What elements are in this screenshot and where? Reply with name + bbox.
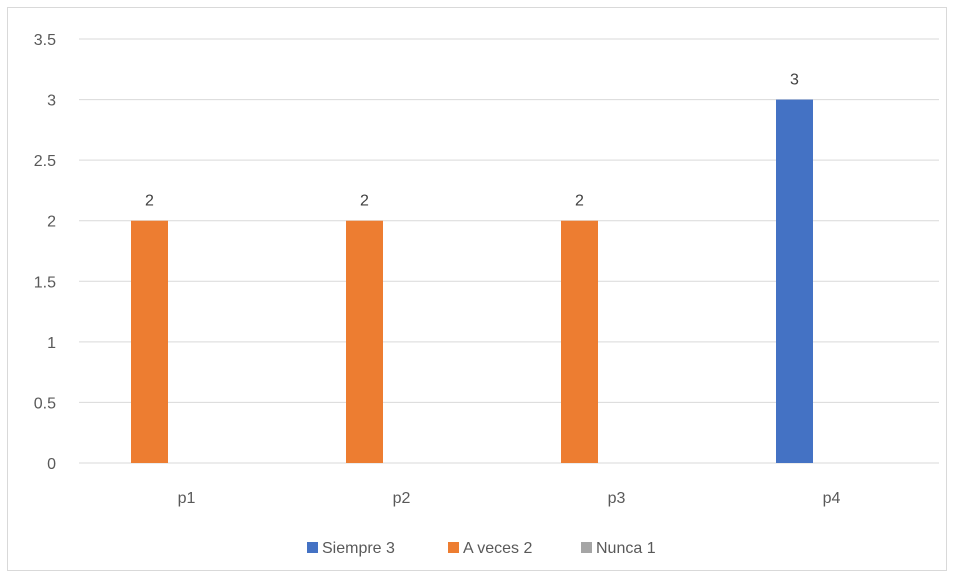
legend-swatch: [307, 542, 318, 553]
y-tick-label: 1.5: [34, 274, 56, 291]
x-tick-label: p3: [608, 490, 626, 507]
legend-swatch: [448, 542, 459, 553]
legend-swatch: [581, 542, 592, 553]
bar-p1-a-veces-2: [131, 220, 168, 463]
legend-label: Siempre 3: [322, 540, 395, 557]
y-tick-label: 0: [47, 456, 56, 473]
bar-p4-siempre-3: [776, 99, 813, 464]
y-tick-label: 0.5: [34, 395, 56, 412]
x-axis-tick-labels: p1 p2 p3 p4: [178, 490, 841, 507]
y-tick-label: 3: [47, 93, 56, 110]
y-tick-label: 2.5: [34, 153, 56, 170]
legend-label: A veces 2: [463, 540, 532, 557]
y-tick-label: 2: [47, 214, 56, 231]
y-tick-label: 3.5: [34, 32, 56, 49]
data-label: 2: [360, 193, 369, 210]
bar-p3-a-veces-2: [561, 220, 598, 463]
legend: Siempre 3 A veces 2 Nunca 1: [307, 540, 656, 557]
x-tick-label: p1: [178, 490, 196, 507]
data-label: 2: [575, 193, 584, 210]
legend-label: Nunca 1: [596, 540, 656, 557]
data-labels: 2 2 2 3: [145, 72, 799, 210]
data-label: 2: [145, 193, 154, 210]
x-tick-label: p4: [823, 490, 841, 507]
y-axis-tick-labels: 0 0.5 1 1.5 2 2.5 3 3.5: [34, 32, 56, 473]
y-tick-label: 1: [47, 335, 56, 352]
data-label: 3: [790, 72, 799, 89]
bar-p2-a-veces-2: [346, 220, 383, 463]
x-tick-label: p2: [393, 490, 411, 507]
bars: [131, 99, 813, 464]
